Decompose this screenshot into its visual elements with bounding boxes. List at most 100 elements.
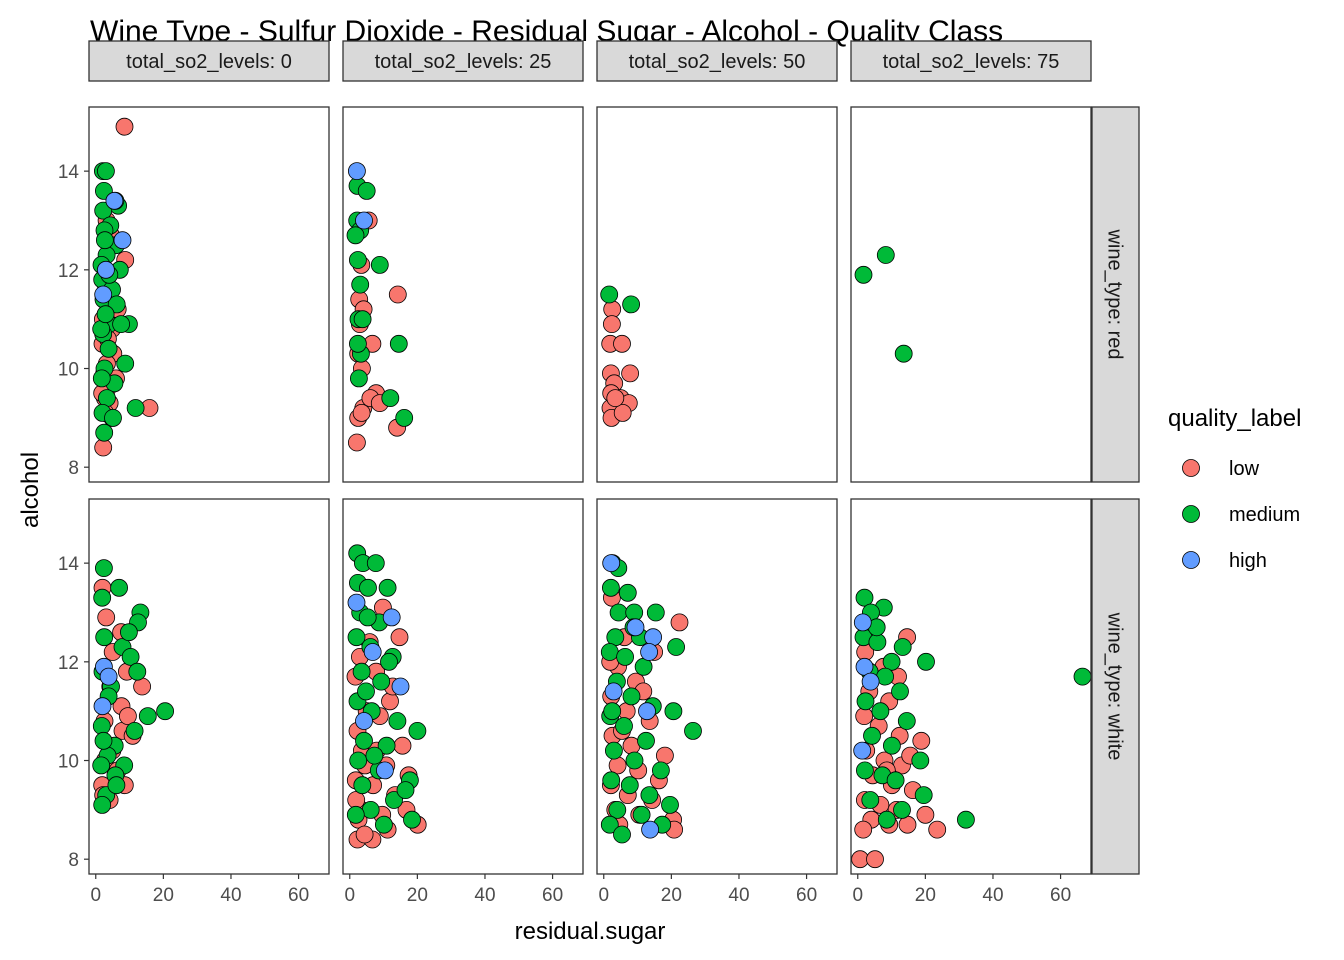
data-point-medium — [98, 389, 116, 408]
facet-strip-label: wine_type: red — [1104, 228, 1126, 359]
data-point-medium — [1073, 667, 1092, 686]
data-point-low — [916, 805, 935, 824]
x-axis: 0 20 40 60 — [344, 874, 563, 906]
data-point-medium — [600, 285, 619, 304]
x-tick-label: 0 — [344, 885, 355, 906]
data-point-high — [355, 712, 373, 730]
data-point-medium — [104, 408, 122, 427]
data-point-high — [391, 677, 410, 696]
data-point-medium — [622, 687, 641, 706]
legend-title: quality_label — [1168, 405, 1301, 432]
data-point-medium — [855, 588, 874, 607]
data-point-high — [604, 682, 623, 701]
data-point-medium — [93, 796, 112, 814]
data-point-medium — [353, 310, 372, 329]
y-axis-title: alcohol — [17, 452, 44, 528]
facet-strip-col: total_so2_levels: 25 — [342, 40, 584, 82]
data-point-medium — [616, 648, 634, 666]
data-point-high — [93, 697, 112, 716]
data-point-medium — [914, 786, 933, 804]
data-point-medium — [856, 761, 874, 780]
x-axis-title: residual.sugar — [515, 918, 666, 945]
data-point-low — [390, 628, 409, 647]
data-point-medium — [618, 583, 637, 602]
data-point-medium — [894, 344, 913, 363]
data-point-medium — [348, 334, 367, 353]
y-tick-label: 12 — [58, 261, 79, 282]
data-point-medium — [897, 712, 916, 730]
legend-label: high — [1229, 550, 1267, 572]
data-point-medium — [637, 731, 655, 750]
x-axis: 0 20 40 60 — [852, 874, 1071, 906]
facet-strip-row: wine_type: red — [1091, 106, 1140, 483]
data-point-high — [626, 618, 645, 637]
data-point-low — [393, 736, 412, 755]
facet-panel — [596, 106, 838, 483]
data-point-low — [928, 820, 947, 839]
data-point-medium — [358, 608, 377, 627]
data-point-medium — [403, 810, 421, 829]
data-point-low — [347, 433, 366, 452]
data-point-medium — [92, 320, 111, 338]
data-point-medium — [374, 815, 393, 834]
facet-strip-label: total_so2_levels: 50 — [629, 51, 806, 73]
facet-panel — [850, 106, 1092, 483]
data-point-low — [866, 850, 884, 869]
data-point-low — [854, 820, 873, 839]
data-point-low — [388, 285, 407, 304]
data-point-medium — [917, 652, 935, 671]
x-tick-label: 40 — [474, 885, 495, 906]
facet-panel — [596, 498, 838, 875]
x-tick-label: 20 — [153, 885, 174, 906]
data-point-medium — [347, 628, 366, 647]
data-point-low — [94, 438, 113, 457]
legend-item: high — [1182, 550, 1267, 572]
data-point-medium — [891, 682, 909, 701]
facet-strip-label: total_so2_levels: 75 — [883, 51, 1060, 73]
x-tick-label: 60 — [1050, 885, 1071, 906]
data-point-high — [853, 613, 872, 632]
x-tick-label: 40 — [982, 885, 1003, 906]
x-tick-label: 0 — [598, 885, 609, 906]
data-point-medium — [346, 226, 365, 245]
data-point-low — [603, 315, 621, 334]
data-point-low — [855, 707, 874, 725]
data-point-medium — [126, 399, 145, 417]
data-point-medium — [357, 682, 375, 701]
facet-strip-col: total_so2_levels: 75 — [850, 40, 1092, 82]
data-point-high — [113, 231, 132, 250]
x-tick-label: 60 — [542, 885, 563, 906]
x-tick-label: 40 — [728, 885, 749, 906]
data-point-medium — [911, 751, 930, 770]
y-tick-label: 14 — [58, 162, 80, 183]
data-point-medium — [381, 389, 400, 408]
data-point-low — [115, 117, 134, 136]
data-point-high — [347, 593, 366, 612]
data-point-medium — [346, 805, 365, 824]
data-point-medium — [93, 588, 112, 607]
x-axis: 0 20 40 60 — [90, 874, 309, 906]
data-point-medium — [389, 334, 408, 353]
data-point-medium — [640, 786, 659, 804]
y-axis: 8 10 12 14 — [58, 162, 89, 479]
x-tick-label: 0 — [852, 885, 863, 906]
x-tick-label: 40 — [220, 885, 241, 906]
legend-key-low — [1182, 459, 1200, 477]
data-point-medium — [112, 315, 130, 334]
data-point-medium — [600, 815, 619, 834]
data-point-medium — [854, 265, 873, 284]
data-point-medium — [351, 275, 370, 294]
data-point-medium — [602, 578, 620, 597]
data-point-high — [375, 761, 394, 780]
data-point-medium — [96, 305, 115, 324]
data-point-low — [670, 613, 689, 632]
y-tick-label: 14 — [58, 554, 80, 575]
x-tick-label: 60 — [796, 885, 817, 906]
data-point-medium — [603, 702, 622, 721]
data-point-medium — [365, 746, 384, 765]
data-point-medium — [632, 805, 651, 824]
data-point-medium — [97, 162, 115, 181]
data-point-low — [133, 677, 152, 696]
data-point-low — [851, 850, 869, 869]
data-point-medium — [385, 791, 403, 809]
